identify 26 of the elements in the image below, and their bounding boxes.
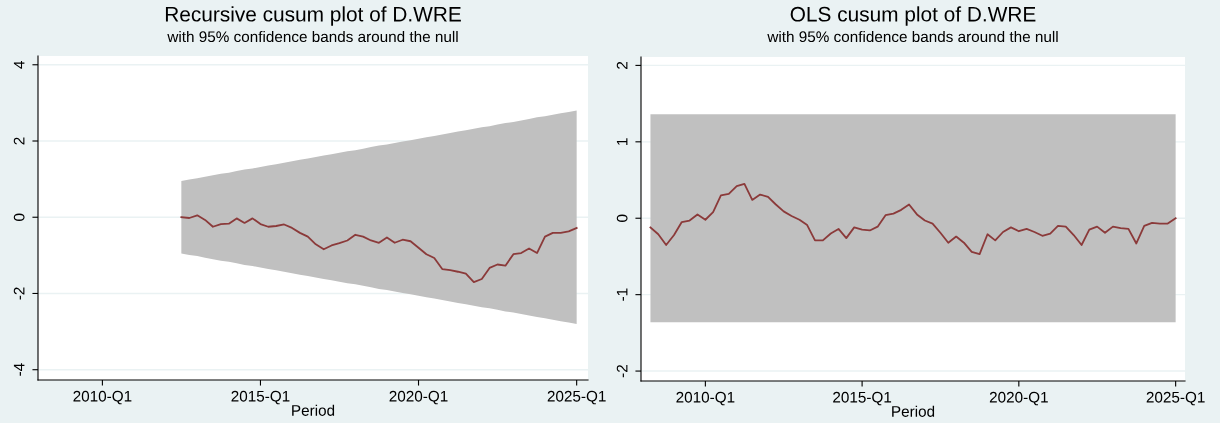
y-tick-label: -1 — [616, 288, 628, 301]
x-tick-label: 2025-Q1 — [1146, 391, 1205, 406]
x-axis-title: Period — [292, 404, 335, 416]
y-tick-label: 2 — [13, 137, 25, 145]
y-tick-label: 0 — [616, 214, 628, 222]
y-tick-label: 1 — [616, 138, 628, 145]
y-tick-label: -2 — [13, 287, 25, 300]
x-tick-label: 2015-Q1 — [231, 390, 290, 405]
x-tick-label: 2010-Q1 — [73, 390, 132, 405]
x-tick-label: 2025-Q1 — [547, 390, 606, 405]
chart-title: Recursive cusum plot of D.WRE — [165, 6, 461, 26]
y-tick-label: 4 — [13, 60, 25, 69]
y-tick-label: 0 — [13, 213, 25, 221]
x-axis-title: Period — [892, 405, 935, 417]
y-tick-label: -2 — [616, 365, 628, 378]
x-tick-label: 2020-Q1 — [389, 390, 448, 405]
x-tick-label: 2015-Q1 — [833, 391, 892, 406]
y-tick-label: -4 — [13, 363, 25, 376]
x-tick-label: 2020-Q1 — [989, 391, 1048, 406]
x-tick-label: 2010-Q1 — [676, 391, 735, 406]
y-tick-label: 2 — [616, 61, 628, 69]
chart-title: OLS cusum plot of D.WRE — [790, 6, 1036, 26]
line-series — [649, 182, 1177, 256]
chart-subtitle: with 95% confidence bands around the null — [767, 30, 1058, 43]
chart-subtitle: with 95% confidence bands around the null — [167, 30, 458, 43]
line-series — [180, 214, 578, 283]
